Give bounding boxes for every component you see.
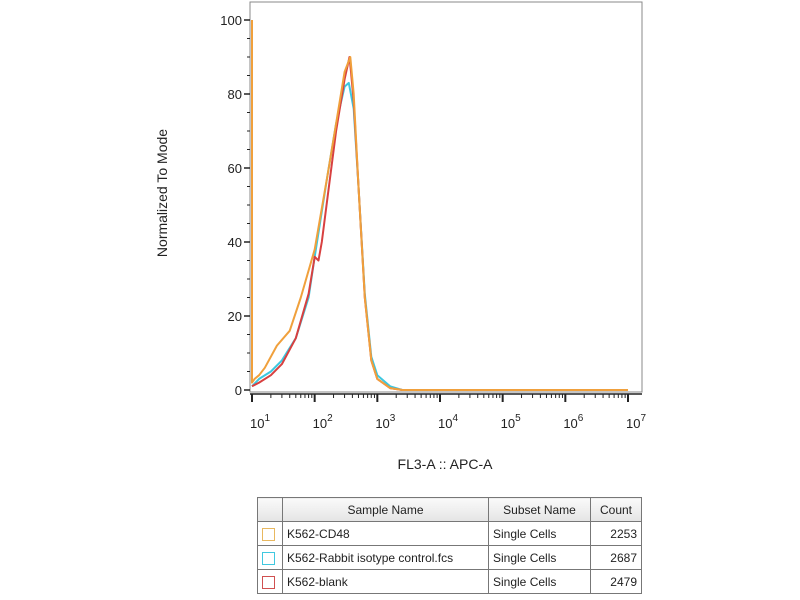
y-tick-label: 80 <box>228 87 242 102</box>
sample-name: K562-blank <box>282 569 489 594</box>
legend-swatch-blank <box>262 575 275 589</box>
legend-row: K562-blank Single Cells 2479 <box>257 569 642 594</box>
legend-swatch-isotype <box>262 551 275 565</box>
x-axis-label: FL3-A :: APC-A <box>397 456 493 472</box>
y-tick-label: 100 <box>220 13 242 28</box>
x-tick-label: 103 <box>375 413 395 431</box>
legend-swatch-cd48 <box>262 527 275 541</box>
legend-row: K562-CD48 Single Cells 2253 <box>257 521 642 546</box>
x-tick-label: 105 <box>501 413 521 431</box>
x-tick-label: 102 <box>313 413 333 431</box>
series-line-k562-rabbit-isotype-control-fcs <box>251 81 628 391</box>
count: 2687 <box>590 545 642 570</box>
header-subset-name: Subset Name <box>488 497 591 522</box>
plot-frame <box>249 1 643 393</box>
y-axis-label: Normalized To Mode <box>154 128 170 258</box>
legend-row: K562-Rabbit isotype control.fcs Single C… <box>257 545 642 570</box>
histogram-plot: 0 20 40 60 80 100 101 102 103 104 105 106 107 <box>220 1 646 431</box>
sample-name: K562-CD48 <box>282 521 489 546</box>
swatch-header <box>257 497 283 522</box>
subset-name: Single Cells <box>488 569 591 594</box>
series-line-k562-cd48 <box>251 20 628 391</box>
count: 2253 <box>590 521 642 546</box>
x-tick-label: 101 <box>250 413 270 431</box>
y-tick-label: 40 <box>228 235 242 250</box>
legend-header-row: Sample Name Subset Name Count <box>257 497 642 522</box>
subset-name: Single Cells <box>488 521 591 546</box>
y-tick-label: 20 <box>228 309 242 324</box>
x-tick-label: 104 <box>438 413 458 431</box>
sample-name: K562-Rabbit isotype control.fcs <box>282 545 489 570</box>
y-tick-label: 60 <box>228 161 242 176</box>
count: 2479 <box>590 569 642 594</box>
header-count: Count <box>590 497 642 522</box>
legend-table: Sample Name Subset Name Count K562-CD48 … <box>257 497 642 594</box>
x-tick-label: 106 <box>563 413 583 431</box>
y-tick-label: 0 <box>235 383 242 398</box>
subset-name: Single Cells <box>488 545 591 570</box>
header-sample-name: Sample Name <box>282 497 489 522</box>
x-tick-label: 107 <box>626 413 646 431</box>
